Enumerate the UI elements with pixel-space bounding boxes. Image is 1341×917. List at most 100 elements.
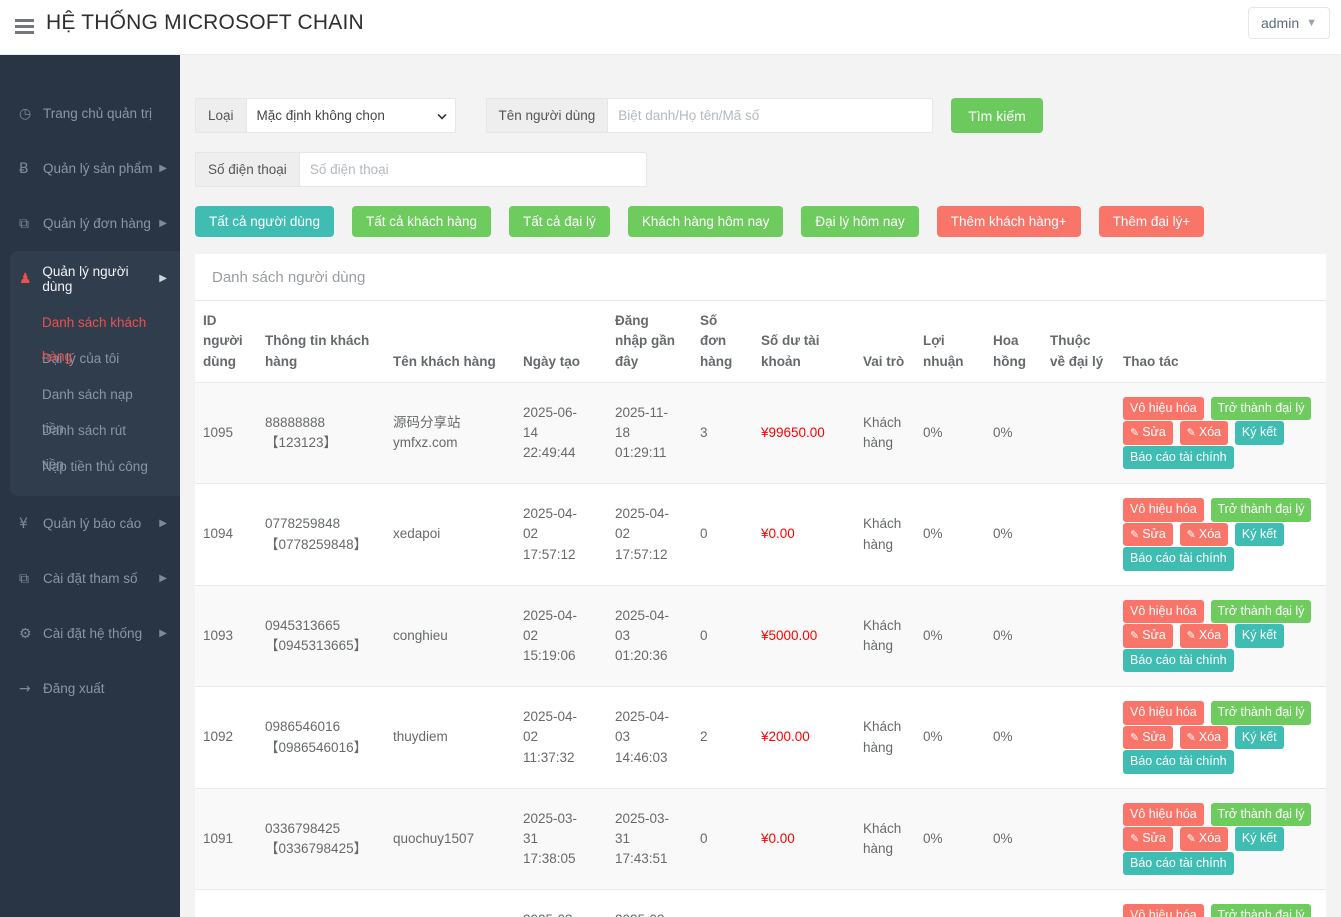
- all-users-button[interactable]: Tất cả người dùng: [195, 206, 334, 237]
- submenu-item-customer-list[interactable]: Danh sách khách hàng: [10, 306, 180, 364]
- submenu-item-withdraw-list[interactable]: Danh sách rút tiền: [10, 414, 180, 472]
- cell-agent: [1042, 889, 1115, 917]
- edit-button[interactable]: ✎ Sửa: [1123, 827, 1173, 851]
- cell-user-id: 1095: [195, 382, 257, 485]
- disable-button[interactable]: Vô hiệu hóa: [1123, 802, 1204, 827]
- agents-today-button[interactable]: Đại lý hôm nay: [801, 206, 919, 237]
- cell-profit: 0%: [915, 382, 985, 485]
- cell-customer-info: 0778259848 【0778259848】: [257, 483, 385, 586]
- delete-button[interactable]: ✎ Xóa: [1179, 624, 1229, 648]
- sidebar-item-orders[interactable]: ⧉ Quản lý đơn hàng ▶: [0, 196, 180, 251]
- sidebar-item-parameters[interactable]: ⧉ Cài đặt tham số ▶: [0, 551, 180, 606]
- cell-role: Khách hàng: [855, 483, 915, 586]
- cell-actions: Vô hiệu hóa Trở thành đại lý ✎Sửa ✎Xóa K…: [1115, 889, 1326, 917]
- dashboard-icon: ◷: [19, 105, 32, 122]
- sidebar-item-products[interactable]: Ƀ Quản lý sản phẩm ▶: [0, 141, 180, 196]
- submenu-item-label[interactable]: Nạp tiền thủ công: [42, 459, 148, 474]
- cell-commission: 0%: [985, 889, 1042, 917]
- submenu-item-deposit-list[interactable]: Danh sách nạp tiền: [10, 378, 180, 436]
- delete-button[interactable]: ✎ Xóa: [1179, 522, 1229, 547]
- edit-button[interactable]: ✎ Sửa: [1123, 522, 1173, 547]
- chevron-right-icon: ▶: [159, 518, 167, 529]
- sign-button[interactable]: Ký kết: [1234, 827, 1284, 851]
- delete-button[interactable]: ✎ Xóa: [1179, 421, 1229, 445]
- sidebar-item-logout[interactable]: → Đăng xuất: [0, 661, 180, 716]
- become-agent-button[interactable]: Trở thành đại lý: [1210, 802, 1312, 827]
- table-row: 1094 0778259848 【0778259848】 xedapoi 202…: [195, 483, 1326, 586]
- type-select[interactable]: Mặc định không chọn: [245, 98, 456, 133]
- col-profit: Lợi nhuận: [915, 301, 985, 383]
- cell-created: 2025-06-14 22:49:44: [515, 382, 607, 485]
- sidebar-item-reports[interactable]: ¥ Quản lý báo cáo ▶: [0, 496, 180, 551]
- add-customer-button[interactable]: Thêm khách hàng+: [936, 206, 1081, 237]
- username-filter-label: Tên người dùng: [485, 98, 608, 133]
- submenu-item-label[interactable]: Danh sách khách hàng: [42, 315, 147, 364]
- phone-input[interactable]: [298, 152, 647, 187]
- type-filter-group: Loại Mặc định không chọn: [195, 98, 456, 133]
- cell-user-id: 1093: [195, 585, 257, 688]
- disable-button[interactable]: Vô hiệu hóa: [1123, 396, 1204, 421]
- edit-button[interactable]: ✎ Sửa: [1123, 725, 1173, 750]
- cell-orders: 0: [692, 585, 753, 688]
- become-agent-button[interactable]: Trở thành đại lý: [1210, 599, 1312, 624]
- cell-balance: ¥0.00: [753, 483, 855, 586]
- cell-balance: ¥200.00: [753, 686, 855, 789]
- submenu-item-label[interactable]: Đại lý của tôi: [42, 351, 120, 366]
- pencil-icon: ✎: [1186, 427, 1196, 440]
- user-table: ID người dùng Thông tin khách hàng Tên k…: [195, 301, 1326, 917]
- become-agent-button[interactable]: Trở thành đại lý: [1210, 396, 1312, 421]
- finance-report-button[interactable]: Báo cáo tài chính: [1123, 445, 1234, 470]
- sidebar-item-users[interactable]: ♟ Quản lý người dùng ▶: [10, 251, 180, 306]
- sign-button[interactable]: Ký kết: [1234, 624, 1284, 648]
- sidebar-item-system-settings[interactable]: ⚙ Cài đặt hệ thống ▶: [0, 606, 180, 661]
- disable-button[interactable]: Vô hiệu hóa: [1123, 498, 1204, 522]
- col-role: Vai trò: [855, 301, 915, 383]
- cell-customer-info: 0973459672 【0973459672】: [257, 889, 385, 917]
- finance-report-button[interactable]: Báo cáo tài chính: [1123, 851, 1234, 876]
- cell-balance: ¥0.00: [753, 788, 855, 891]
- all-agents-button[interactable]: Tất cả đại lý: [509, 206, 610, 237]
- sidebar-item-dashboard[interactable]: ◷ Trang chủ quản trị: [0, 86, 180, 141]
- chevron-right-icon: ▶: [159, 218, 167, 229]
- cell-user-id: 1090: [195, 889, 257, 917]
- become-agent-button[interactable]: Trở thành đại lý: [1210, 498, 1312, 522]
- finance-report-button[interactable]: Báo cáo tài chính: [1123, 648, 1234, 673]
- submenu-item-label[interactable]: Danh sách nạp tiền: [42, 387, 133, 436]
- col-commission: Hoa hồng: [985, 301, 1042, 383]
- cell-customer-info: 88888888 【123123】: [257, 382, 385, 485]
- delete-button[interactable]: ✎ Xóa: [1179, 827, 1229, 851]
- user-menu-button[interactable]: admin ▼: [1247, 7, 1330, 39]
- submenu-item-manual-deposit[interactable]: Nạp tiền thủ công: [10, 450, 180, 486]
- submenu-item-label[interactable]: Danh sách rút tiền: [42, 423, 127, 472]
- customers-today-button[interactable]: Khách hàng hôm nay: [627, 206, 784, 237]
- search-button[interactable]: Tìm kiếm: [951, 98, 1043, 133]
- sign-button[interactable]: Ký kết: [1234, 522, 1284, 547]
- username-input[interactable]: [607, 98, 934, 133]
- cell-orders: 2: [692, 686, 753, 789]
- user-table-body: 1095 88888888 【123123】 源码分享站 ymfxz.com 2…: [195, 382, 1326, 917]
- become-agent-button[interactable]: Trở thành đại lý: [1210, 904, 1312, 917]
- disable-button[interactable]: Vô hiệu hóa: [1123, 599, 1204, 624]
- pencil-icon: ✎: [1186, 630, 1196, 643]
- submenu-item-my-agents[interactable]: Đại lý của tôi: [10, 342, 180, 378]
- finance-report-button[interactable]: Báo cáo tài chính: [1123, 547, 1234, 571]
- disable-button[interactable]: Vô hiệu hóa: [1123, 904, 1204, 917]
- add-agent-button[interactable]: Thêm đại lý+: [1098, 206, 1205, 237]
- sign-button[interactable]: Ký kết: [1234, 421, 1284, 445]
- cell-role: Khách hàng: [855, 686, 915, 789]
- cell-commission: 0%: [985, 382, 1042, 485]
- disable-button[interactable]: Vô hiệu hóa: [1123, 701, 1204, 725]
- delete-button[interactable]: ✎ Xóa: [1179, 725, 1229, 750]
- edit-button[interactable]: ✎ Sửa: [1123, 624, 1173, 648]
- sign-button[interactable]: Ký kết: [1234, 725, 1284, 750]
- col-actions: Thao tác: [1115, 301, 1326, 383]
- cell-agent: [1042, 686, 1115, 789]
- edit-button[interactable]: ✎ Sửa: [1123, 421, 1173, 445]
- menu-icon[interactable]: [15, 19, 34, 34]
- sidebar-item-label: Đăng xuất: [43, 681, 105, 696]
- all-customers-button[interactable]: Tất cả khách hàng: [351, 206, 492, 237]
- become-agent-button[interactable]: Trở thành đại lý: [1210, 701, 1312, 725]
- finance-report-button[interactable]: Báo cáo tài chính: [1123, 750, 1234, 774]
- cell-commission: 0%: [985, 585, 1042, 688]
- filter-row-1: Loại Mặc định không chọn Tên người dùng …: [195, 98, 1326, 133]
